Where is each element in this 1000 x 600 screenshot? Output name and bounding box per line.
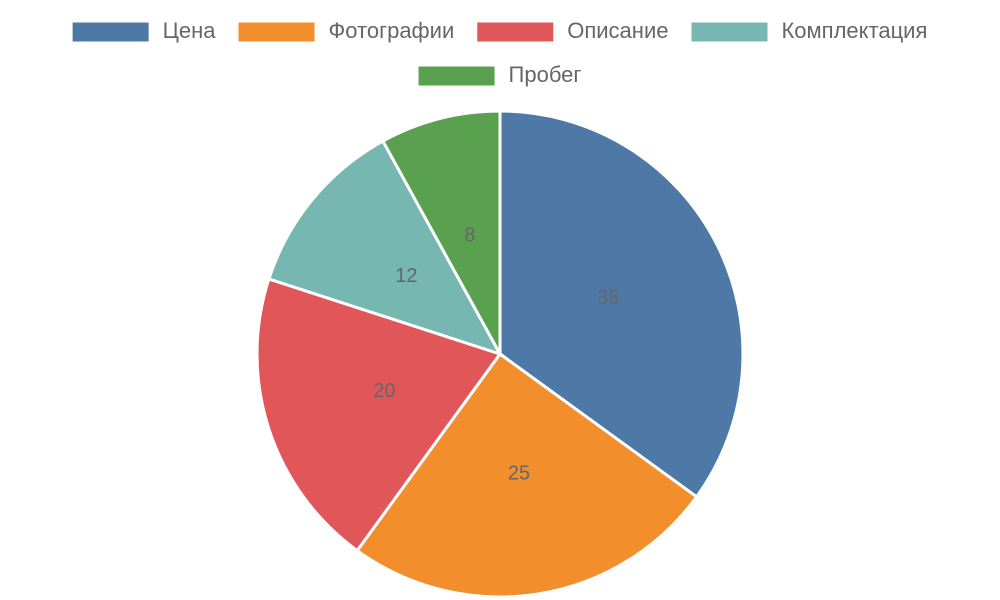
legend-item: Фотографии xyxy=(238,18,455,43)
legend-label: Комплектация xyxy=(781,18,927,43)
legend-swatch xyxy=(691,22,768,42)
data-label: 12 xyxy=(395,265,417,287)
data-label: 35 xyxy=(597,287,619,309)
legend-label: Фотографии xyxy=(329,18,455,43)
data-label: 8 xyxy=(464,225,475,247)
legend-swatch xyxy=(238,22,315,42)
legend-label: Пробег xyxy=(509,62,582,87)
legend-item: Комплектация xyxy=(691,18,927,43)
legend-item: Пробег xyxy=(418,62,582,87)
data-label: 25 xyxy=(508,462,530,484)
pie-slice xyxy=(355,351,699,599)
legend-swatch xyxy=(72,22,149,42)
legend-swatch xyxy=(418,66,495,86)
legend-swatch xyxy=(477,22,554,42)
pie-slice xyxy=(255,277,503,553)
data-label: 20 xyxy=(373,380,395,402)
pie-slice xyxy=(380,109,502,355)
legend-item: Описание xyxy=(477,18,668,43)
legend-label: Цена xyxy=(163,18,217,43)
legend-item: Цена xyxy=(72,18,217,43)
pie-slice xyxy=(498,109,745,499)
pie-slice xyxy=(267,139,504,357)
legend-label: Описание xyxy=(567,18,668,43)
